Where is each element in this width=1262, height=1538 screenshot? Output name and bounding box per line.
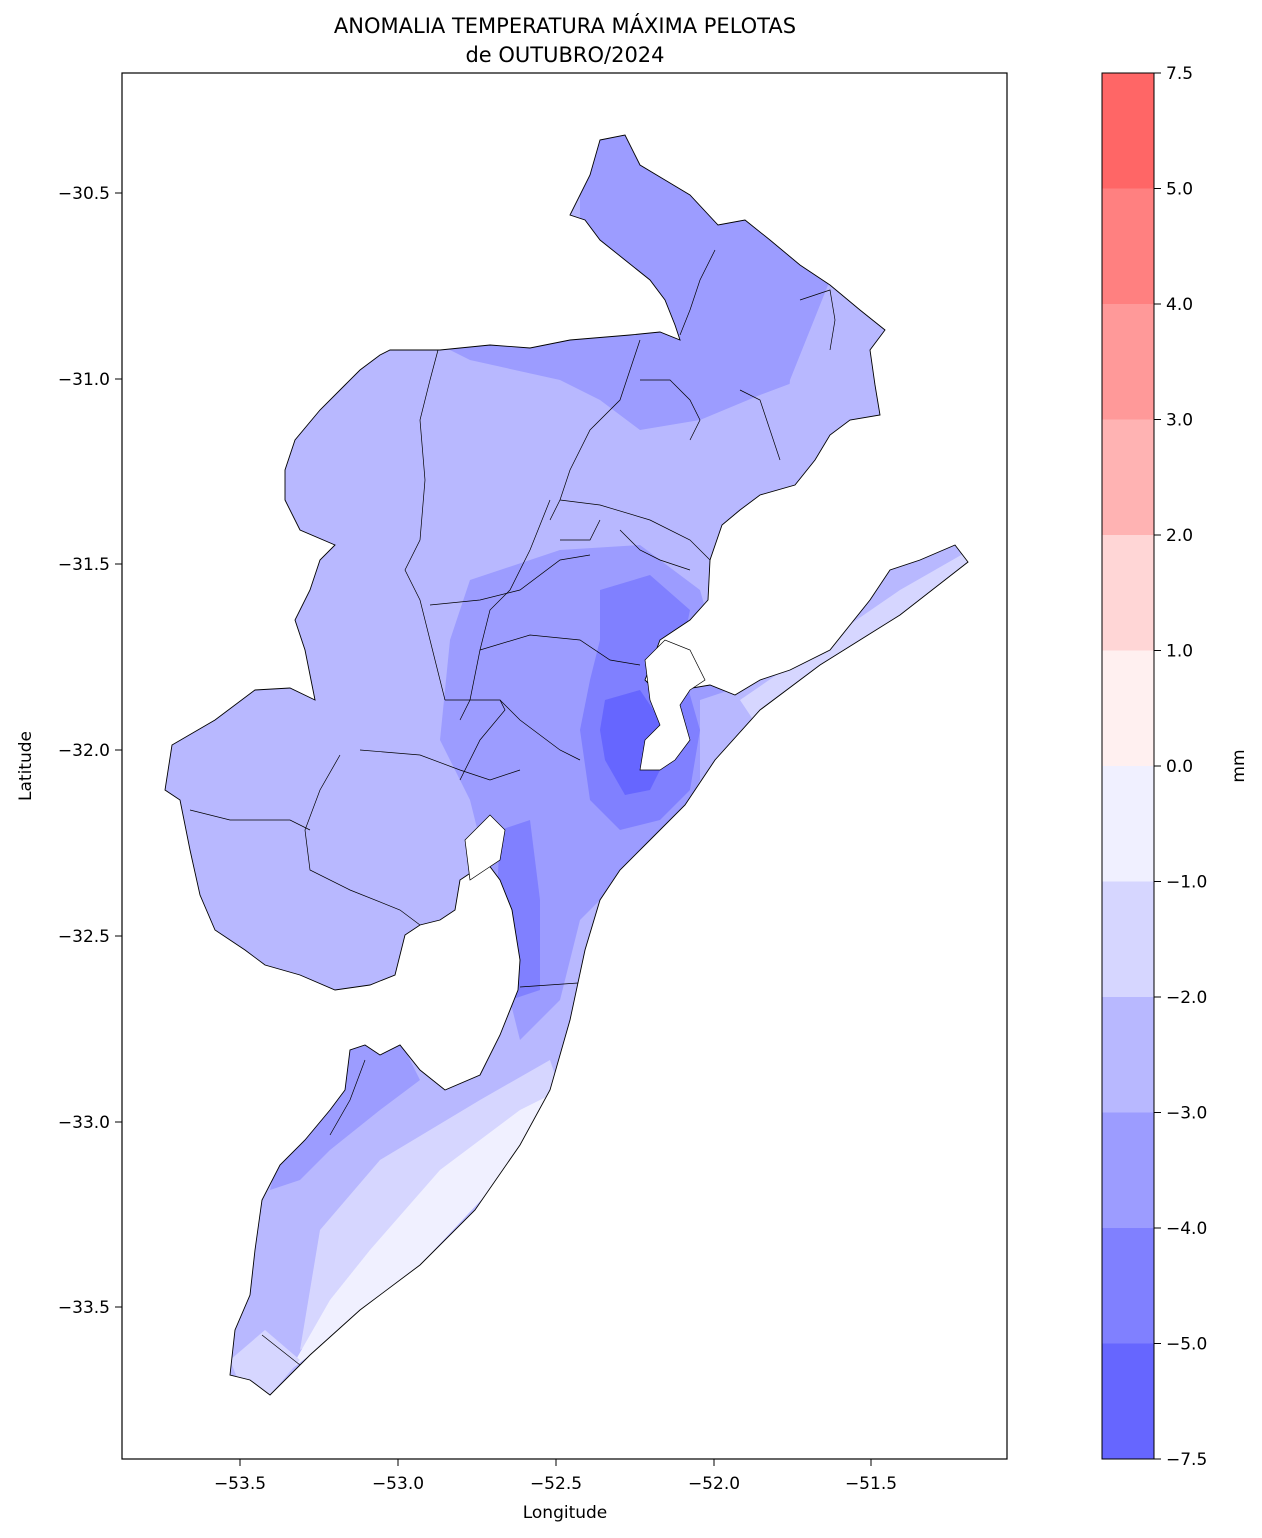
colorbar-tick-label: −5.0 xyxy=(1166,1335,1207,1355)
colorbar-band xyxy=(1102,304,1154,420)
colorbar-band xyxy=(1102,997,1154,1113)
colorbar-band xyxy=(1102,881,1154,998)
anomaly-zone-north-core xyxy=(615,595,650,640)
anomaly-zone-coast-north xyxy=(700,550,968,800)
y-axis: −30.5 −31.0 −31.5 −32.0 −32.5 −33.0 −33.… xyxy=(16,184,122,1318)
colorbar-tick-label: 0.0 xyxy=(1166,757,1193,777)
x-tick-label: −52.0 xyxy=(688,1474,740,1494)
colorbar-tick-label: −2.0 xyxy=(1166,988,1207,1008)
colorbar-tick-label: 1.0 xyxy=(1166,642,1193,662)
colorbar-band xyxy=(1102,419,1154,536)
colorbar-levels xyxy=(1102,73,1154,1460)
anomaly-zone-chui xyxy=(230,1330,300,1395)
colorbar-tick-label: −3.0 xyxy=(1166,1104,1207,1124)
colorbar-band xyxy=(1102,650,1154,767)
y-tick-label: −31.5 xyxy=(58,555,110,575)
x-tick-label: −53.0 xyxy=(372,1474,424,1494)
colorbar-band xyxy=(1102,188,1154,305)
colorbar-band xyxy=(1102,766,1154,882)
colorbar-tick-label: −7.5 xyxy=(1166,1450,1207,1470)
y-tick-label: −32.5 xyxy=(58,927,110,947)
x-tick-label: −51.5 xyxy=(845,1474,897,1494)
colorbar-ticks: 7.5 5.0 4.0 3.0 2.0 1.0 0.0 −1.0 −2.0 −3.0 −4.0 −5.… xyxy=(1154,64,1207,1470)
colorbar-band xyxy=(1102,1343,1154,1460)
colorbar-band xyxy=(1102,1112,1154,1229)
municipal-borders xyxy=(189,249,836,1366)
colorbar-tick-label: −1.0 xyxy=(1166,873,1207,893)
colorbar-label: mm xyxy=(1229,749,1249,782)
map-axes-frame xyxy=(121,72,1008,1460)
colorbar-band xyxy=(1102,73,1154,189)
y-tick-label: −33.0 xyxy=(58,1113,110,1133)
x-tick-label: −53.5 xyxy=(214,1474,266,1494)
colorbar-tick-label: 4.0 xyxy=(1166,295,1193,315)
y-tick-label: −32.0 xyxy=(58,741,110,761)
lagoa-mirim-gap xyxy=(464,814,506,881)
chart-title-line2: de OUTUBRO/2024 xyxy=(465,43,664,67)
x-tick-label: −52.5 xyxy=(530,1474,582,1494)
colorbar-tick-label: 5.0 xyxy=(1166,180,1193,200)
colorbar: 7.5 5.0 4.0 3.0 2.0 1.0 0.0 −1.0 −2.0 −3.0 −4.0 −5.… xyxy=(1101,64,1249,1470)
colorbar-band xyxy=(1102,1228,1154,1344)
x-axis: −53.5 −53.0 −52.5 −52.0 −51.5 Longitude xyxy=(214,1459,897,1523)
colorbar-tick-label: 2.0 xyxy=(1166,526,1193,546)
water-bodies xyxy=(464,639,706,881)
colorbar-tick-label: 7.5 xyxy=(1166,64,1193,84)
colorbar-tick-label: −4.0 xyxy=(1166,1219,1207,1239)
y-axis-label: Latitude xyxy=(16,731,36,801)
anomaly-zone-coast-outer xyxy=(740,550,968,730)
y-tick-label: −33.5 xyxy=(58,1298,110,1318)
lagoa-dos-patos-outlet xyxy=(639,639,706,771)
colorbar-band xyxy=(1102,535,1154,651)
anomaly-zone-south-tip xyxy=(290,1090,560,1370)
anomaly-zone-southwest xyxy=(270,1040,420,1190)
chart-title-line1: ANOMALIA TEMPERATURA MÁXIMA PELOTAS xyxy=(334,13,796,38)
colorbar-tick-label: 3.0 xyxy=(1166,411,1193,431)
y-tick-label: −30.5 xyxy=(58,184,110,204)
x-axis-label: Longitude xyxy=(523,1503,608,1523)
y-tick-label: −31.0 xyxy=(58,370,110,390)
